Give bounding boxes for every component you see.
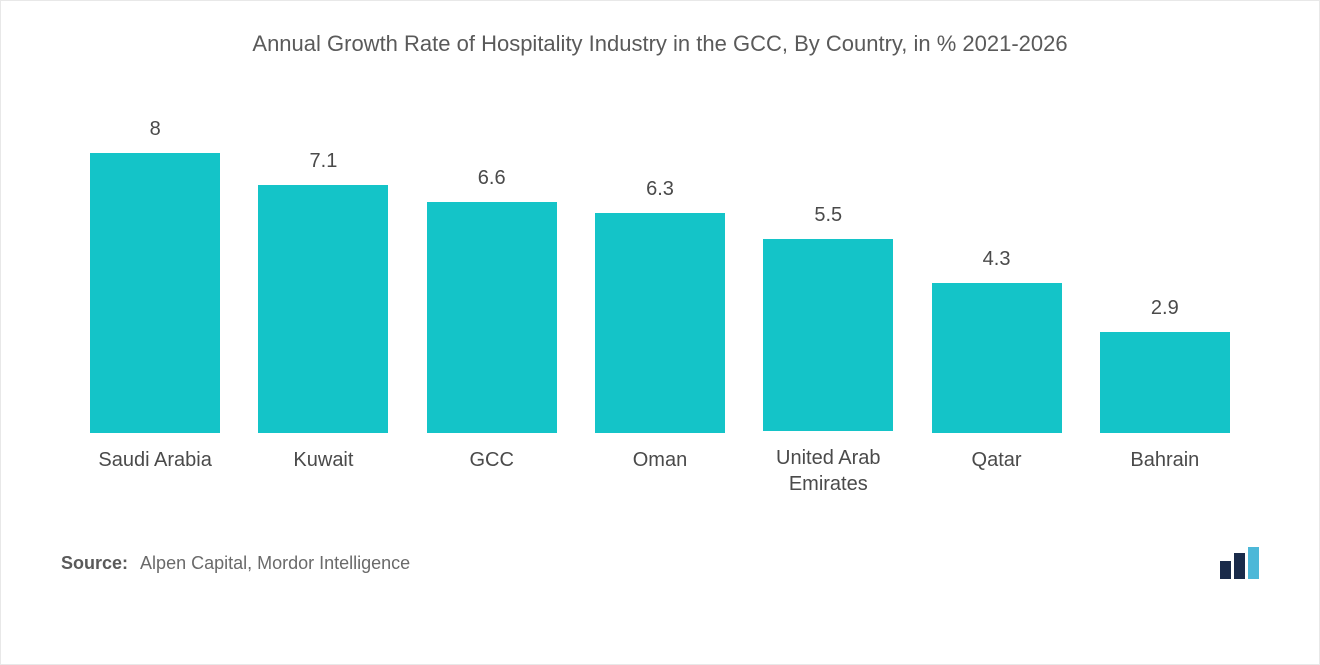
bar-group-bahrain: 2.9 Bahrain [1085,297,1245,498]
logo-bar [1234,553,1245,579]
bar-group-saudi-arabia: 8 Saudi Arabia [75,118,235,497]
bar [427,202,557,433]
mordor-logo-icon [1220,547,1259,579]
chart-area: 8 Saudi Arabia 7.1 Kuwait 6.6 GCC 6.3 Om… [51,117,1269,497]
source-value: Alpen Capital, Mordor Intelligence [140,553,410,573]
source-text: Source: Alpen Capital, Mordor Intelligen… [61,553,410,574]
bar [932,283,1062,434]
value-label: 4.3 [983,248,1011,271]
category-label: Saudi Arabia [98,447,211,497]
value-label: 8 [150,118,161,141]
value-label: 5.5 [814,204,842,227]
bar-group-uae: 5.5 United Arab Emirates [748,204,908,498]
logo-bars [1220,547,1259,579]
source-label: Source: [61,553,128,573]
category-label: United Arab Emirates [748,445,908,497]
bar-group-qatar: 4.3 Qatar [917,248,1077,498]
logo-bar [1248,547,1259,579]
bar [1100,332,1230,434]
value-label: 2.9 [1151,297,1179,320]
value-label: 6.3 [646,178,674,201]
bar [90,153,220,433]
category-label: Oman [633,447,687,497]
bar [258,185,388,434]
bar-group-kuwait: 7.1 Kuwait [243,150,403,498]
bar [763,239,893,432]
bar-group-oman: 6.3 Oman [580,178,740,498]
category-label: Kuwait [293,447,353,497]
category-label: Bahrain [1130,447,1199,497]
bar [595,213,725,434]
bar-group-gcc: 6.6 GCC [412,167,572,497]
chart-title: Annual Growth Rate of Hospitality Indust… [51,31,1269,57]
value-label: 6.6 [478,167,506,190]
category-label: Qatar [972,447,1022,497]
logo-bar [1220,561,1231,579]
chart-container: Annual Growth Rate of Hospitality Indust… [1,1,1319,664]
category-label: GCC [469,447,513,497]
value-label: 7.1 [310,150,338,173]
source-row: Source: Alpen Capital, Mordor Intelligen… [51,547,1269,579]
